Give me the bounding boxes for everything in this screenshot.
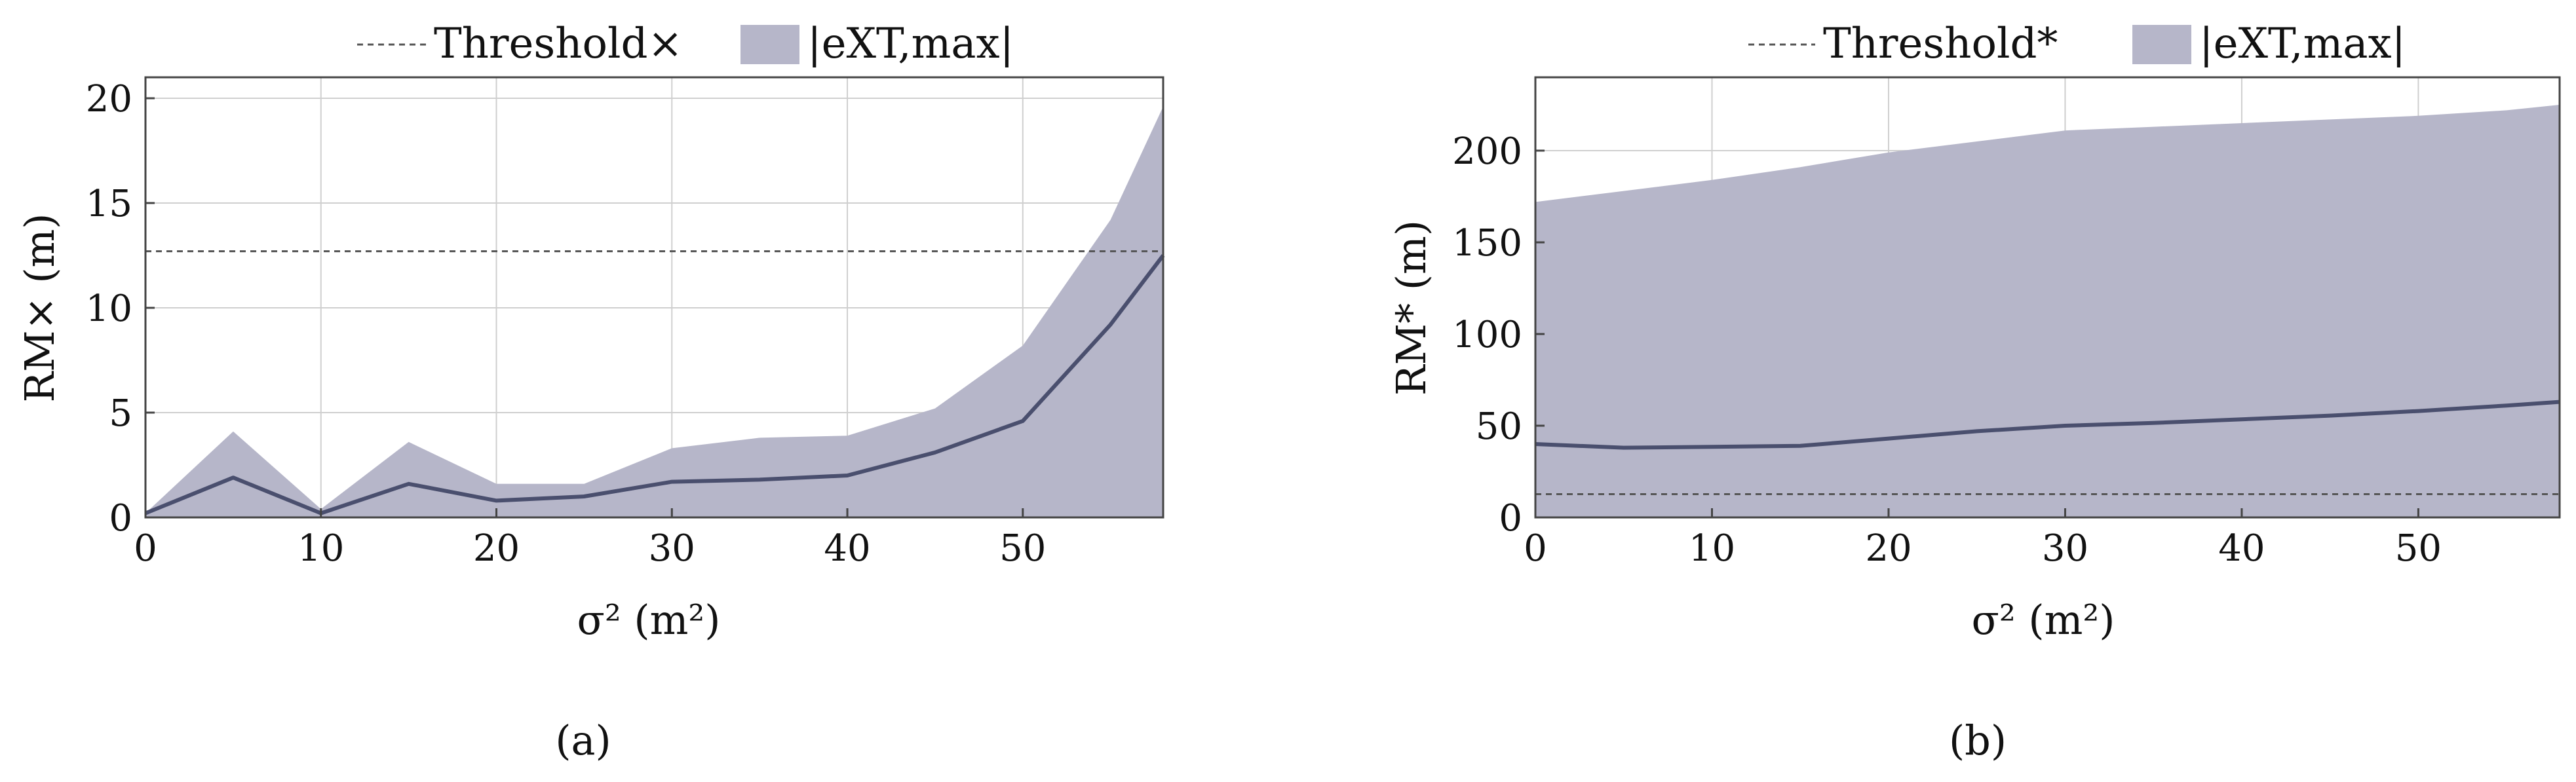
- y-tick-label: 0: [1499, 497, 1522, 540]
- y-axis-label-b: RM* (m): [1387, 220, 1435, 396]
- x-tick-label: 20: [473, 527, 520, 570]
- x-tick-label: 20: [1865, 527, 1912, 570]
- y-tick-label: 5: [109, 392, 132, 435]
- legend-area-label-a: |eXT,max|: [807, 20, 1014, 68]
- y-tick-label: 0: [109, 497, 132, 540]
- y-tick-label: 150: [1452, 222, 1522, 265]
- x-tick-label: 30: [2042, 527, 2088, 570]
- x-axis-label-b: σ² (m²): [1972, 596, 2115, 644]
- plot-frame-a: [144, 76, 1164, 519]
- y-tick-label: 10: [86, 288, 132, 330]
- legend-area-swatch-b: [2132, 25, 2191, 64]
- x-tick-label: 50: [2395, 527, 2442, 570]
- y-tick-label: 200: [1452, 130, 1522, 173]
- x-tick-label: 40: [824, 527, 870, 570]
- x-tick-label: 10: [1689, 527, 1735, 570]
- panel-label-b: (b): [1949, 717, 2007, 764]
- plot-frame-b: [1534, 76, 2561, 519]
- error-area-a: [145, 106, 1163, 518]
- x-axis-label-a: σ² (m²): [577, 596, 721, 644]
- x-tick-label: 0: [1524, 527, 1547, 570]
- legend-area-label-b: |eXT,max|: [2199, 20, 2406, 68]
- error-area-b: [1535, 105, 2560, 517]
- y-tick-label: 50: [1476, 405, 1522, 448]
- rm-line-b: [1535, 400, 2560, 450]
- legend-threshold-label-b: Threshold*: [1823, 20, 2058, 68]
- x-tick-label: 40: [2218, 527, 2265, 570]
- legend-threshold-label-a: Threshold×: [434, 20, 683, 68]
- x-tick-label: 10: [298, 527, 344, 570]
- y-tick-label: 15: [86, 183, 132, 225]
- chart-panel-b: 0 10 20 30 40 50 0 50 100 150 200 Threshold* |eXT…: [1387, 20, 2561, 764]
- y-axis-label-a: RM× (m): [16, 214, 64, 403]
- chart-panel-a: 0 10 20 30 40 50 0 5 10 15 20 Threshold× |eXT,max…: [16, 20, 1165, 764]
- y-tick-label: 20: [86, 78, 132, 121]
- y-tick-label: 100: [1452, 314, 1522, 356]
- legend-area-swatch-a: [740, 25, 799, 64]
- x-tick-label: 0: [134, 527, 157, 570]
- x-tick-label: 30: [649, 527, 695, 570]
- x-tick-label: 50: [999, 527, 1046, 570]
- panel-label-a: (a): [555, 717, 611, 764]
